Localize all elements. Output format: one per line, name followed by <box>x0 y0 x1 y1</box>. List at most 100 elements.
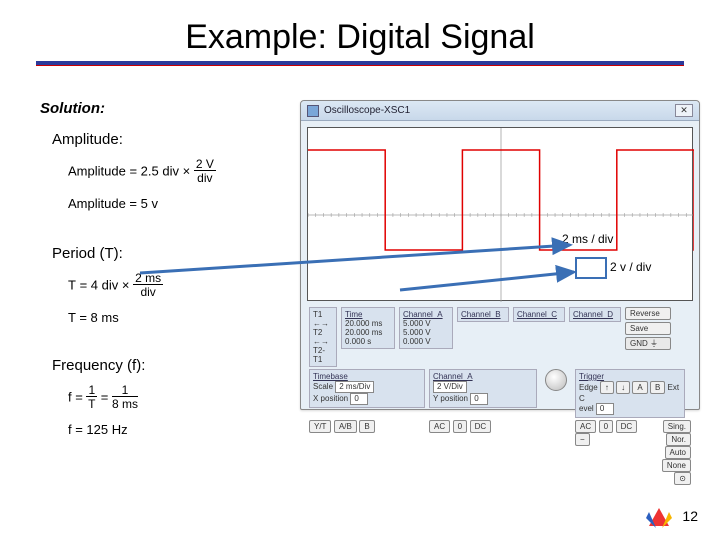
mode-yt[interactable]: Y/T <box>309 420 331 433</box>
page-number: 12 <box>682 508 698 524</box>
window-close-button[interactable]: ✕ <box>675 104 693 117</box>
period-heading: Period (T): <box>52 245 216 262</box>
freq-frac2-num: 1 <box>112 384 138 397</box>
cha-ypos-label: Y position <box>433 394 468 403</box>
readout-time-2: 0.000 s <box>345 337 391 346</box>
slide-logo-icon <box>646 506 672 528</box>
times-sign: × <box>122 278 133 293</box>
freq-frac1-den: T <box>86 397 97 410</box>
timebase-label: Timebase <box>313 372 421 381</box>
cha-scale-input[interactable]: 2 V/Div <box>433 381 467 393</box>
slide-content: Solution: Amplitude: Amplitude = 2.5 div… <box>40 100 216 455</box>
chb-minus[interactable]: − <box>575 433 590 446</box>
per-lhs: T <box>68 278 76 293</box>
trigger-a[interactable]: A <box>632 381 647 394</box>
trigger-edge-label: Edge <box>579 383 598 392</box>
freq-frac1: 1 T <box>86 384 97 410</box>
timebase-xpos-label: X position <box>313 394 348 403</box>
trigger-edge-up[interactable]: ↑ <box>600 381 614 394</box>
adjust-knob[interactable] <box>545 369 567 391</box>
annotation-v-per-div: 2 v / div <box>608 260 653 274</box>
eq-sign: = <box>101 390 112 405</box>
freq-frac1-num: 1 <box>86 384 97 397</box>
trigger-level-input[interactable]: 0 <box>596 403 614 415</box>
scope-titlebar[interactable]: Oscilloscope-XSC1 ✕ <box>301 101 699 121</box>
per-frac-num: 2 ms <box>133 272 163 285</box>
trig-nor[interactable]: Nor. <box>666 433 691 446</box>
amp-frac-den: div <box>194 171 216 184</box>
scope-app-icon <box>307 105 319 117</box>
mode-ab[interactable]: A/B <box>334 420 357 433</box>
amp-frac-num: 2 V <box>194 158 216 171</box>
eq-sign: = <box>129 164 140 179</box>
gnd-badge: GND ⏚ <box>625 337 671 350</box>
trig-none[interactable]: None <box>662 459 691 472</box>
trigger-label: Trigger <box>579 372 681 381</box>
readout-t2: T2 <box>313 328 322 337</box>
scope-title: Oscilloscope-XSC1 <box>324 105 673 116</box>
readout-t1-arrow[interactable]: ←→ <box>313 319 329 328</box>
readout-head-cha: Channel_A <box>403 310 449 319</box>
timebase-scale-label: Scale <box>313 382 333 391</box>
annotation-ms-per-div: 2 ms / div <box>560 232 615 246</box>
period-eq1: T = 4 div × 2 ms div <box>68 272 216 306</box>
readout-head-chd: Channel_D <box>573 310 617 319</box>
readout-t1: T1 <box>313 310 322 319</box>
solution-label: Solution: <box>40 100 216 117</box>
scope-body: T1 ←→ T2 ←→ T2-T1 Time 20.000 ms 20.000 … <box>301 121 699 493</box>
chb-zero[interactable]: 0 <box>599 420 613 433</box>
per-mult: 4 div <box>91 278 118 293</box>
per-frac-den: div <box>133 285 163 298</box>
readout-t2t1: T2-T1 <box>313 346 333 364</box>
scope-readout-panel: T1 ←→ T2 ←→ T2-T1 Time 20.000 ms 20.000 … <box>307 305 693 487</box>
amplitude-eq1: Amplitude = 2.5 div × 2 V div <box>68 158 216 192</box>
times-sign: × <box>183 164 194 179</box>
per-frac: 2 ms div <box>133 272 163 298</box>
title-rule-thin <box>36 65 684 66</box>
mode-ba[interactable]: B <box>359 420 374 433</box>
readout-cha-0: 5.000 V <box>403 319 449 328</box>
readout-cha-1: 5.000 V <box>403 328 449 337</box>
frequency-eq1: f = 1 T = 1 8 ms <box>68 384 216 418</box>
amp-lhs: Amplitude <box>68 164 126 179</box>
period-result: T = 8 ms <box>68 310 216 325</box>
readout-cha-2: 0.000 V <box>403 337 449 346</box>
trigger-level-label: evel <box>579 404 594 413</box>
chb-dc[interactable]: DC <box>616 420 638 433</box>
timebase-xpos-input[interactable]: 0 <box>350 393 368 405</box>
reverse-button[interactable]: Reverse <box>625 307 671 320</box>
readout-time-1: 20.000 ms <box>345 328 391 337</box>
scope-screen-svg <box>308 128 694 302</box>
amplitude-heading: Amplitude: <box>52 131 216 148</box>
frequency-result: f = 125 Hz <box>68 422 216 437</box>
trigger-b[interactable]: B <box>650 381 665 394</box>
amplitude-result: Amplitude = 5 v <box>68 196 216 211</box>
readout-time-0: 20.000 ms <box>345 319 391 328</box>
cha-ypos-input[interactable]: 0 <box>470 393 488 405</box>
trigger-edge-dn[interactable]: ↓ <box>616 381 630 394</box>
eq-sign: = <box>75 390 86 405</box>
cha-ac[interactable]: AC <box>429 420 450 433</box>
amp-frac: 2 V div <box>194 158 216 184</box>
trig-sing[interactable]: Sing. <box>663 420 691 433</box>
timebase-scale-input[interactable]: 2 ms/Div <box>335 381 374 393</box>
readout-head-chc: Channel_C <box>517 310 561 319</box>
eq-sign: = <box>80 278 91 293</box>
freq-lhs: f <box>68 390 72 405</box>
chb-ac[interactable]: AC <box>575 420 596 433</box>
readout-head-chb: Channel_B <box>461 310 505 319</box>
save-button[interactable]: Save <box>625 322 671 335</box>
cha-label: Channel_A <box>433 372 533 381</box>
cha-dc[interactable]: DC <box>470 420 492 433</box>
amp-mult: 2.5 div <box>141 164 179 179</box>
frequency-heading: Frequency (f): <box>52 357 216 374</box>
scope-screen <box>307 127 693 301</box>
freq-frac2-den: 8 ms <box>112 397 138 410</box>
readout-t2-arrow[interactable]: ←→ <box>313 337 329 346</box>
trig-auto[interactable]: Auto <box>665 446 691 459</box>
freq-frac2: 1 8 ms <box>112 384 138 410</box>
ext-connector: ⊙ <box>674 472 691 485</box>
cha-zero[interactable]: 0 <box>453 420 467 433</box>
readout-head-time: Time <box>345 310 391 319</box>
oscilloscope-window: Oscilloscope-XSC1 ✕ T1 ←→ T2 ←→ T2-T1 <box>300 100 700 410</box>
